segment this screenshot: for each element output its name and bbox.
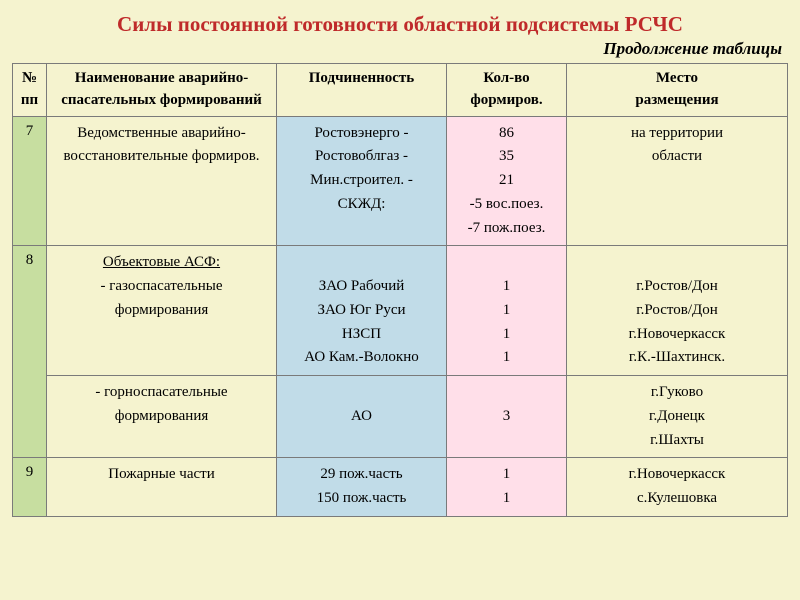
table-row: 9 Пожарные части 29 пож.часть 150 пож.ча… bbox=[13, 458, 788, 517]
header-name: Наименование аварийно- спасательных форм… bbox=[47, 64, 277, 117]
page-title: Силы постоянной готовности областной под… bbox=[12, 12, 788, 37]
header-loc: Место размещения bbox=[567, 64, 788, 117]
cell-cnt: 86 35 21 -5 вос.поез. -7 пож.поез. bbox=[447, 116, 567, 246]
table-row: - горноспасательные формирования АО 3 г.… bbox=[13, 376, 788, 458]
table-row: 7 Ведомственные аварийно- восстановитель… bbox=[13, 116, 788, 246]
cell-cnt: 1 1 1 1 bbox=[447, 246, 567, 376]
cell-name: Пожарные части bbox=[47, 458, 277, 517]
header-num: № пп bbox=[13, 64, 47, 117]
cell-loc: на территории области bbox=[567, 116, 788, 246]
cell-loc: г.Новочеркасск с.Кулешовка bbox=[567, 458, 788, 517]
cell-num: 8 bbox=[13, 246, 47, 458]
cell-sub: Ростовэнерго - Ростовоблгаз - Мин.строит… bbox=[277, 116, 447, 246]
table-header-row: № пп Наименование аварийно- спасательных… bbox=[13, 64, 788, 117]
table-row: 8 Объектовые АСФ: - газоспасательные фор… bbox=[13, 246, 788, 376]
subtitle-continuation: Продолжение таблицы bbox=[12, 39, 782, 59]
header-cnt: Кол-во формиров. bbox=[447, 64, 567, 117]
cell-num: 7 bbox=[13, 116, 47, 246]
cell-loc: г.Ростов/Дон г.Ростов/Дон г.Новочеркасск… bbox=[567, 246, 788, 376]
cell-name: Объектовые АСФ: - газоспасательные форми… bbox=[47, 246, 277, 376]
cell-sub: ЗАО Рабочий ЗАО Юг Руси НЗСП АО Кам.-Вол… bbox=[277, 246, 447, 376]
cell-sub: АО bbox=[277, 376, 447, 458]
cell-name: Ведомственные аварийно- восстановительны… bbox=[47, 116, 277, 246]
forces-table: № пп Наименование аварийно- спасательных… bbox=[12, 63, 788, 517]
cell-name: - горноспасательные формирования bbox=[47, 376, 277, 458]
cell-sub: 29 пож.часть 150 пож.часть bbox=[277, 458, 447, 517]
cell-loc: г.Гуково г.Донецк г.Шахты bbox=[567, 376, 788, 458]
cell-cnt: 3 bbox=[447, 376, 567, 458]
header-sub: Подчиненность bbox=[277, 64, 447, 117]
cell-cnt: 1 1 bbox=[447, 458, 567, 517]
cell-num: 9 bbox=[13, 458, 47, 517]
